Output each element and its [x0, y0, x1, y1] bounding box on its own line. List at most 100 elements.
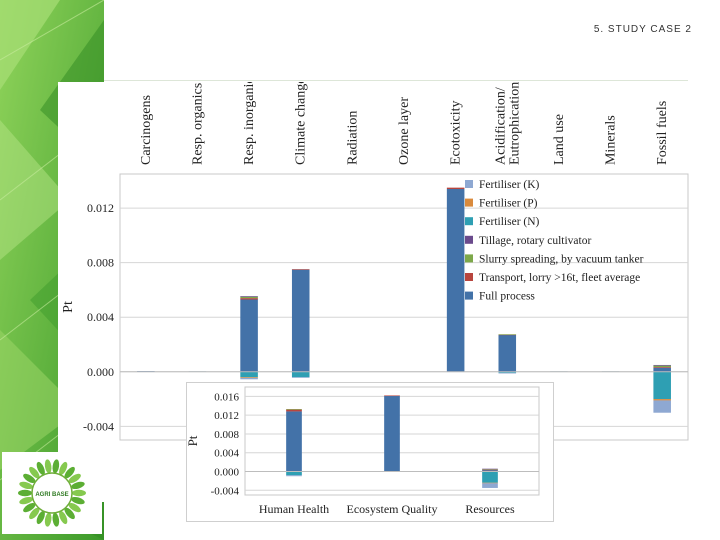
bar-segment-slurry-spreading-by-vacuum-tanker — [482, 469, 498, 470]
chart-legend: Fertiliser (K) Fertiliser (P) Fertiliser (… — [465, 179, 644, 303]
bar-segment-fertiliser-n — [240, 371, 258, 378]
wreath-leaf — [36, 511, 45, 525]
x-category-label: Ecotoxicity — [449, 100, 464, 165]
y-tick-label: 0.012 — [214, 410, 239, 422]
y-tick-label: -0.004 — [211, 485, 240, 497]
wreath-leaf — [29, 466, 40, 479]
svg-text:AGRI BASE: AGRI BASE — [35, 492, 68, 498]
agri-base-logo: AGRI BASE — [2, 452, 102, 534]
wreath-leaf — [44, 512, 52, 527]
wreath-leaf — [68, 473, 81, 484]
bar-segment-full-process — [291, 269, 310, 372]
bar-segment-transport-lorry-16t-fleet-average — [653, 367, 671, 368]
x-category-label: Human Health — [259, 502, 329, 516]
bar-segment-fertiliser-p — [482, 482, 498, 484]
bar-segment-tillage-rotary-cultivator — [482, 468, 498, 470]
wreath-leaf — [71, 481, 85, 490]
damage-category-chart: -0.004 0.000 0.004 0.008 0.012 Pt Carcinogens R… — [61, 82, 689, 441]
y-tick-label: 0.012 — [87, 201, 114, 215]
x-category-label: Resp. inorganics — [242, 82, 257, 165]
chart-panel: -0.004 0.000 0.004 0.008 0.012 Pt Carcinogens R… — [58, 82, 698, 522]
y-tick-label: 0.004 — [214, 448, 239, 460]
wreath-leaf — [23, 473, 36, 484]
legend-swatch-fertiliser-n — [465, 217, 473, 226]
bar-segment-fertiliser-p — [240, 377, 258, 378]
bar-segment-full-process — [498, 334, 517, 372]
x-category-label: Climate change — [294, 82, 309, 165]
wreath-leaf — [36, 461, 45, 475]
legend-swatch-transport-lorry-16t-fleet-average — [465, 273, 473, 281]
x-category-label: Fossil fuels — [655, 101, 670, 165]
bar-segment-full-process — [240, 299, 258, 372]
header-divider — [104, 80, 688, 81]
x-category-label: Carcinogens — [139, 95, 154, 165]
logo-emblem-icon: AGRI BASE — [17, 459, 86, 527]
x-category-label: Resp. organics — [190, 83, 205, 165]
wreath-leaf — [64, 507, 75, 520]
y-tick-label: -0.004 — [83, 419, 114, 433]
damage-assessment-chart: -0.004 0.000 0.004 0.008 0.012 0.016 Pt Human H… — [185, 386, 540, 516]
bar-segment-tillage-rotary-cultivator — [653, 364, 671, 366]
wreath-leaf — [19, 496, 33, 505]
y-tick-label: 0.004 — [87, 310, 114, 324]
x-category-label: Minerals — [604, 115, 619, 165]
wreath-leaf — [29, 507, 40, 520]
y-tick-label: 0.008 — [214, 429, 239, 441]
legend-entry: Fertiliser (N) — [479, 216, 540, 228]
bar-segment-tillage-rotary-cultivator — [240, 296, 258, 297]
legend-swatch-fertiliser-p — [465, 198, 473, 207]
bar-segment-fertiliser-n — [286, 471, 302, 476]
x-category-label: Eutrophication — [507, 82, 522, 165]
bar-segment-full-process — [286, 411, 302, 472]
wreath-leaf — [19, 481, 33, 490]
bar-segment-full-process — [446, 189, 465, 372]
legend-entry: Fertiliser (K) — [479, 179, 540, 191]
wreath-leaf — [59, 511, 68, 525]
legend-entry: Slurry spreading, by vacuum tanker — [479, 253, 644, 265]
bar-segment-fertiliser-n — [498, 371, 517, 373]
bar-segment-transport-lorry-16t-fleet-average — [482, 469, 498, 471]
inset-chart-box: -0.004 0.000 0.004 0.008 0.012 0.016 Pt Human H… — [185, 382, 554, 522]
bar-segment-transport-lorry-16t-fleet-average — [446, 187, 465, 190]
wreath-leaf — [23, 502, 36, 513]
bar-segment-transport-lorry-16t-fleet-average — [384, 395, 400, 397]
x-category-label: Ozone layer — [397, 97, 412, 165]
legend-entry: Tillage, rotary cultivator — [479, 235, 591, 247]
slide-section-label: 5. STUDY CASE 2 — [593, 24, 692, 35]
bar-segment-fertiliser-k — [498, 372, 517, 374]
y-axis-label: Pt — [187, 435, 200, 446]
legend-swatch-tillage-rotary-cultivator — [465, 235, 473, 244]
y-tick-label: 0.016 — [214, 391, 239, 403]
x-category-label: Radiation — [345, 111, 360, 165]
legend-entry: Transport, lorry >16t, fleet average — [479, 272, 640, 284]
wreath-leaf — [52, 459, 60, 474]
bar-segment-fertiliser-k — [240, 377, 258, 380]
legend-swatch-full-process — [465, 291, 473, 300]
y-tick-label: 0.000 — [87, 365, 114, 379]
bar-segment-fertiliser-k — [286, 475, 302, 477]
bar-segment-slurry-spreading-by-vacuum-tanker — [286, 409, 302, 410]
bar-segment-transport-lorry-16t-fleet-average — [240, 298, 258, 300]
wreath-leaf — [52, 512, 60, 527]
legend-swatch-slurry-spreading-by-vacuum-tanker — [465, 254, 473, 263]
bar-segment-fertiliser-n — [653, 371, 671, 400]
legend-swatch-fertiliser-k — [465, 180, 473, 188]
bar-segment-fertiliser-k — [291, 377, 310, 378]
x-category-label: Land use — [552, 114, 567, 165]
bar-segment-fertiliser-p — [653, 399, 671, 401]
x-category-label: Acidification/ — [493, 87, 508, 165]
legend-entry: Fertiliser (P) — [479, 198, 538, 210]
bar-segment-slurry-spreading-by-vacuum-tanker — [498, 334, 517, 335]
wreath-leaf — [17, 489, 32, 497]
x-category-label: Ecosystem Quality — [347, 502, 438, 516]
wreath-leaf — [72, 489, 86, 497]
wreath-leaf — [71, 496, 85, 505]
bar-segment-full-process — [384, 395, 400, 472]
legend-entry: Full process — [479, 291, 535, 303]
wreath-leaf — [68, 502, 81, 513]
y-tick-label: 0.000 — [214, 467, 239, 479]
wreath-leaf — [59, 461, 68, 475]
wreath-leaf — [44, 459, 52, 474]
bar-segment-full-process — [653, 367, 671, 372]
bar-segment-fertiliser-n — [291, 371, 310, 378]
